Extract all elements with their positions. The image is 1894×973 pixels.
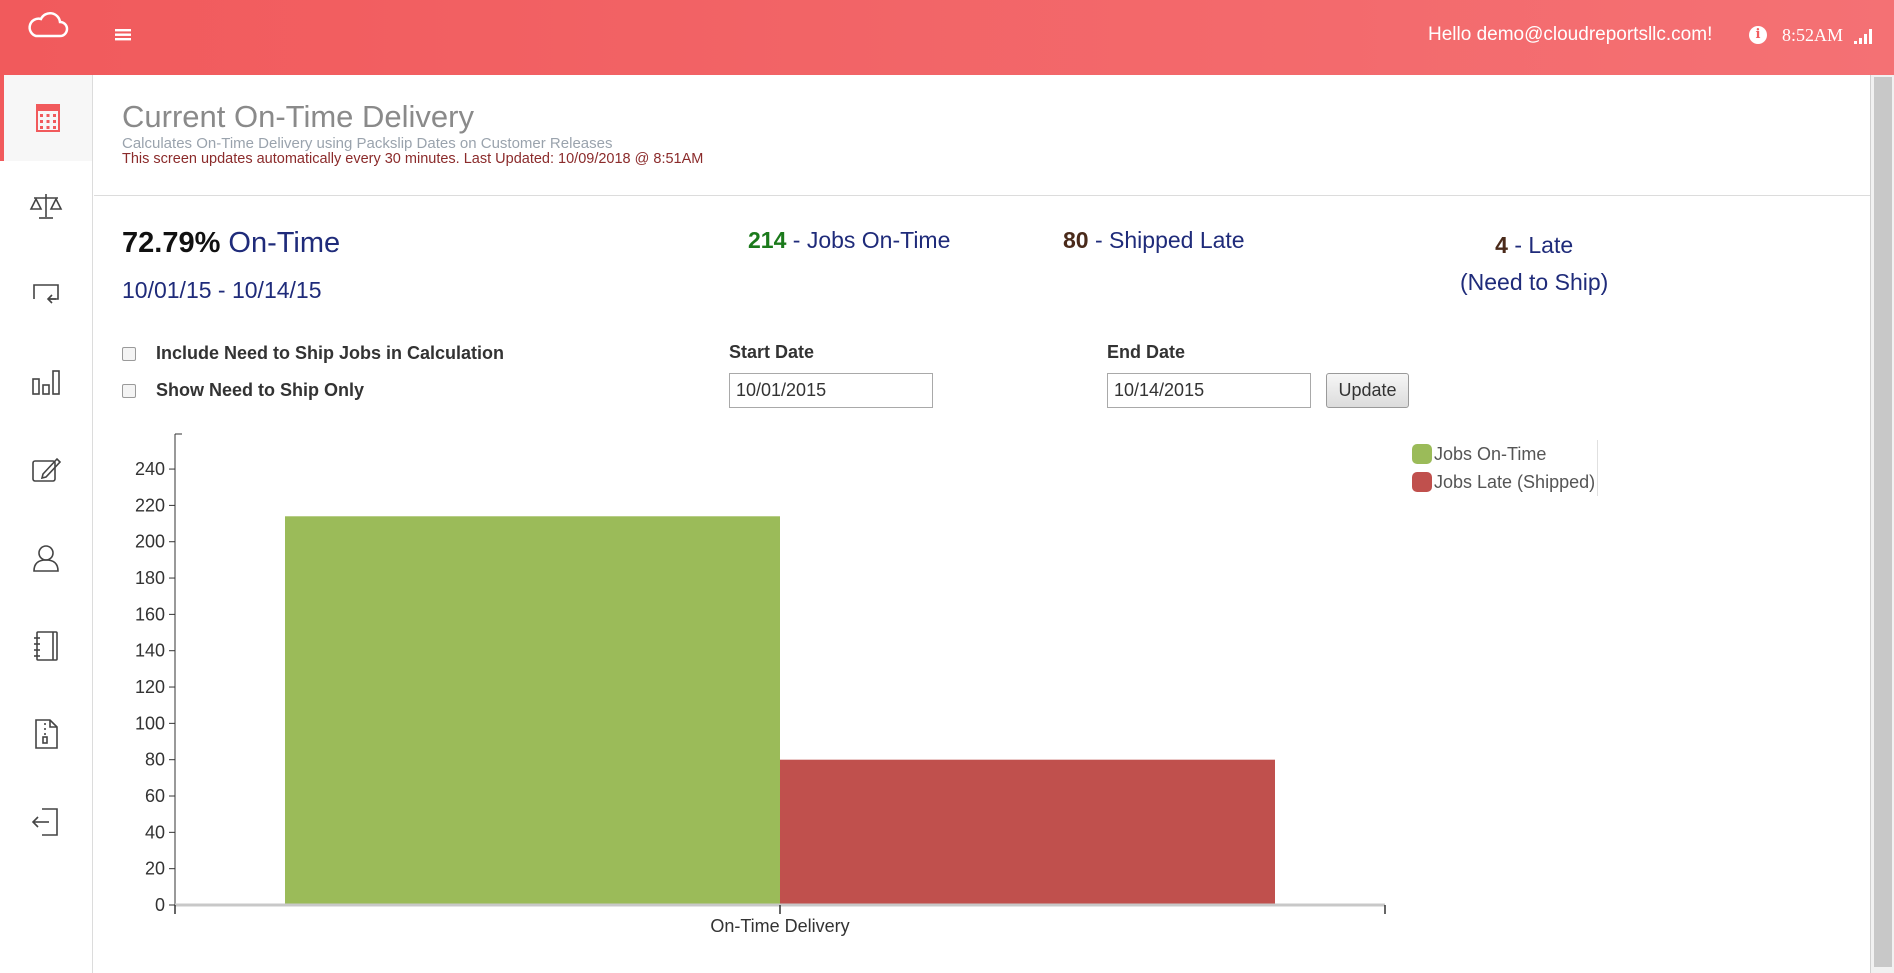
legend-label-on-time: Jobs On-Time (1434, 443, 1547, 464)
zip-file-icon (35, 719, 58, 749)
show-need-to-ship-checkbox[interactable] (122, 383, 136, 398)
main-content: Current On-Time Delivery Calculates On-T… (94, 75, 1870, 973)
sidebar-item-user[interactable] (0, 515, 92, 601)
bar-jobs-late-shipped (780, 759, 1275, 905)
page-subtitle: Calculates On-Time Delivery using Packsl… (122, 135, 613, 152)
stat-late: 4 - Late (Need to Ship) (1460, 227, 1608, 301)
scrollbar[interactable] (1870, 75, 1894, 973)
x-category-label: On-Time Delivery (710, 916, 849, 936)
y-tick-label: 180 (135, 568, 165, 588)
scale-icon (29, 194, 63, 219)
shipped-late-label: - Shipped Late (1094, 227, 1245, 253)
stat-jobs-on-time: 214 - Jobs On-Time (748, 227, 950, 254)
date-range: 10/01/15 - 10/14/15 (122, 277, 322, 303)
update-button[interactable]: Update (1326, 373, 1409, 408)
start-date-label: Start Date (729, 342, 815, 362)
legend-swatch-late (1412, 472, 1432, 492)
divider (94, 195, 1870, 196)
end-date-label: End Date (1107, 342, 1186, 362)
y-tick-label: 60 (145, 786, 165, 806)
on-time-label: - Jobs On-Time (792, 227, 951, 253)
logout-icon (31, 808, 58, 836)
sidebar-item-reports[interactable] (0, 339, 92, 425)
scrollbar-thumb[interactable] (1874, 77, 1892, 967)
shipped-late-count: 80 (1063, 227, 1089, 253)
bar-chart-icon (32, 370, 60, 395)
clock-time: 8:52AM (1782, 25, 1844, 45)
late-label: - Late (1514, 232, 1574, 258)
show-need-to-ship-label: Show Need to Ship Only (156, 380, 365, 400)
sidebar-item-scale[interactable] (0, 163, 92, 249)
sidebar-item-calculator[interactable] (0, 75, 92, 161)
show-need-to-ship-row: Show Need to Ship Only (122, 380, 364, 401)
bar-chart: 0 20 40 60 80 100 120 140 160 180 200 220 240 On-Time… (135, 433, 1386, 936)
y-tick-label: 160 (135, 604, 165, 624)
percent-value: 72.79% (122, 227, 221, 259)
page-title: Current On-Time Delivery (122, 99, 474, 134)
on-time-chart: 0 20 40 60 80 100 120 140 160 180 200 220 240 On-Time… (110, 433, 1620, 940)
calculator-icon (36, 104, 60, 132)
cloud-logo-icon[interactable] (26, 10, 70, 42)
legend-item-on-time: Jobs On-Time (1412, 440, 1595, 468)
percent-label: On-Time (228, 227, 341, 259)
on-time-percentage: 72.79% On-Time (122, 227, 340, 260)
include-need-to-ship-label: Include Need to Ship Jobs in Calculation (156, 343, 505, 363)
info-icon[interactable]: i (1749, 26, 1767, 44)
y-tick-label: 100 (135, 713, 165, 733)
user-greeting: Hello demo@cloudreportsllc.com! (1428, 24, 1713, 45)
notebook-icon (34, 631, 58, 661)
signal-icon (1854, 29, 1872, 44)
update-note: This screen updates automatically every … (122, 151, 704, 167)
stat-shipped-late: 80 - Shipped Late (1063, 227, 1245, 254)
sidebar-item-notebook[interactable] (0, 603, 92, 689)
sidebar-item-returns[interactable] (0, 251, 92, 337)
y-tick-label: 0 (155, 895, 165, 915)
y-tick-label: 120 (135, 677, 165, 697)
legend-label-late: Jobs Late (Shipped) (1434, 471, 1596, 492)
sidebar-item-logout[interactable] (0, 779, 92, 865)
bar-jobs-on-time (285, 516, 780, 905)
legend-swatch-on-time (1412, 444, 1432, 464)
include-need-to-ship-checkbox[interactable] (122, 346, 136, 361)
end-date-input[interactable] (1107, 373, 1311, 408)
late-count: 4 (1495, 232, 1508, 258)
sidebar-item-edit[interactable] (0, 427, 92, 513)
y-tick-label: 40 (145, 822, 165, 842)
sidebar (0, 75, 93, 973)
y-tick-label: 140 (135, 641, 165, 661)
edit-icon (32, 457, 62, 482)
y-tick-label: 20 (145, 859, 165, 879)
on-time-count: 214 (748, 227, 787, 253)
start-date-input[interactable] (729, 373, 933, 408)
y-tick-label: 220 (135, 495, 165, 515)
hamburger-menu-icon[interactable] (112, 24, 134, 44)
return-icon (33, 284, 59, 304)
late-sub-label: (Need to Ship) (1460, 269, 1609, 295)
include-need-to-ship-row: Include Need to Ship Jobs in Calculation (122, 343, 504, 364)
sidebar-item-archive[interactable] (0, 691, 92, 777)
top-bar: Hello demo@cloudreportsllc.com! i 8:52AM (0, 0, 1894, 75)
y-tick-label: 80 (145, 750, 165, 770)
user-icon (33, 545, 59, 572)
chart-legend: Jobs On-Time Jobs Late (Shipped) (1412, 440, 1599, 496)
legend-item-late: Jobs Late (Shipped) (1412, 468, 1595, 496)
y-tick-label: 200 (135, 532, 165, 552)
y-tick-label: 240 (135, 459, 165, 479)
